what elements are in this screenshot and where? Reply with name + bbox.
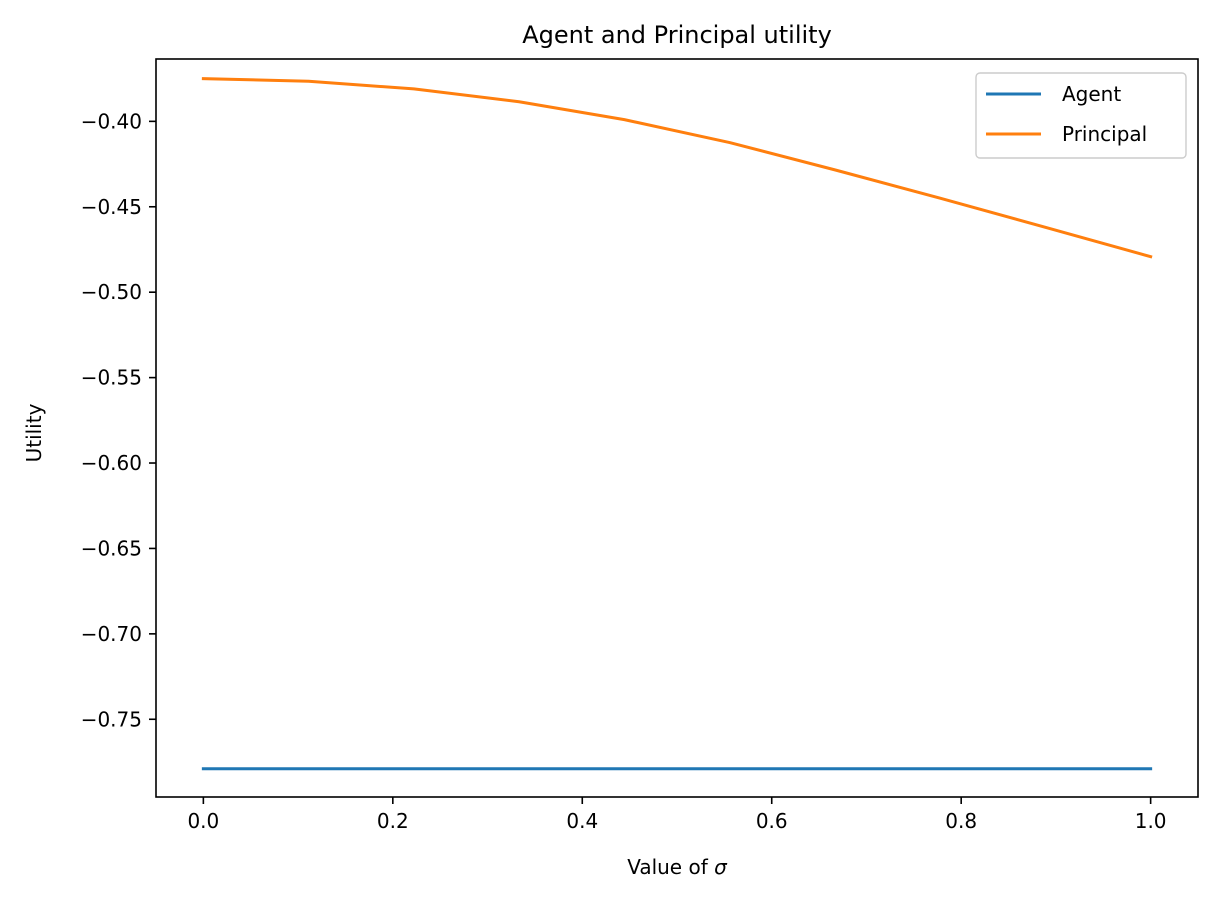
- x-tick-label: 0.0: [187, 809, 219, 833]
- y-tick-label: −0.75: [81, 707, 142, 731]
- plot-area: [155, 58, 1199, 798]
- y-tick-label: −0.55: [81, 366, 142, 390]
- x-tick-label: 0.6: [756, 809, 788, 833]
- y-tick-label: −0.50: [81, 280, 142, 304]
- chart-title: Agent and Principal utility: [522, 21, 832, 49]
- series-line-principal: [201, 77, 1153, 259]
- y-tick-label: −0.45: [81, 195, 142, 219]
- y-tick-label: −0.40: [81, 109, 142, 133]
- x-axis-label-text: Value of: [627, 855, 709, 879]
- y-axis-label: Utility: [22, 403, 46, 462]
- y-tick-label: −0.60: [81, 451, 142, 475]
- x-tick-label: 1.0: [1135, 809, 1167, 833]
- x-tick-label: 0.4: [566, 809, 598, 833]
- y-tick-label: −0.70: [81, 622, 142, 646]
- y-axis: −0.40 −0.45 −0.50 −0.55 −0.60 −0.65 −0.70 −0.75: [81, 109, 156, 731]
- axes-frame: [155, 58, 1199, 798]
- x-axis: 0.0 0.2 0.4 0.6 0.8 1.0: [187, 797, 1167, 833]
- x-tick-label: 0.8: [945, 809, 977, 833]
- series-group: [201, 77, 1153, 771]
- legend-label-agent: Agent: [1062, 82, 1121, 106]
- x-tick-label: 0.2: [377, 809, 409, 833]
- x-axis-label: Value of σ: [627, 855, 728, 879]
- y-tick-label: −0.65: [81, 536, 142, 560]
- legend-label-principal: Principal: [1062, 122, 1147, 146]
- legend: Agent Principal: [975, 72, 1187, 159]
- x-axis-label-symbol: σ: [714, 855, 728, 879]
